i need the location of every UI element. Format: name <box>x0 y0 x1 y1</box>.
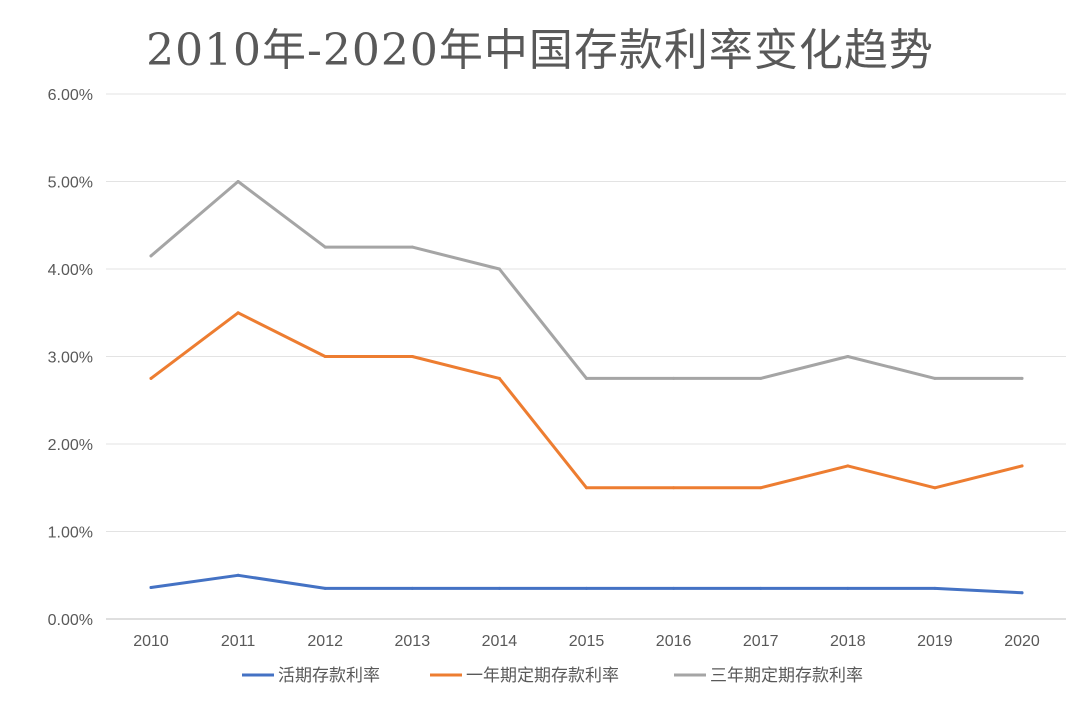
series-1 <box>149 573 1024 595</box>
y-tick-label: 2.00% <box>48 437 93 454</box>
gridlines <box>106 93 1066 620</box>
data-point <box>410 355 414 358</box>
x-axis-ticks: 2010 2011 2012 2013 2014 2015 2016 2017 2018 2019… <box>133 633 1040 650</box>
series-3 <box>149 180 1024 380</box>
data-point <box>933 486 937 490</box>
chart-title: 2010年-2020年中国存款利率变化趋势 <box>146 25 934 76</box>
data-point <box>323 245 327 249</box>
y-tick-label: 1.00% <box>48 525 93 542</box>
data-point <box>672 486 676 490</box>
data-point <box>497 267 501 271</box>
data-point <box>149 254 153 258</box>
x-tick-label: 2012 <box>307 633 343 650</box>
data-point <box>497 586 501 590</box>
data-point <box>236 311 240 315</box>
legend: 活期存款利率 一年期定期存款利率 三年期定期存款利率 <box>242 666 863 686</box>
data-point <box>933 586 937 590</box>
series-lines <box>149 180 1024 595</box>
y-tick-label: 4.00% <box>48 262 93 279</box>
data-point <box>323 355 327 358</box>
data-point <box>1020 376 1024 380</box>
y-tick-label: 3.00% <box>48 350 93 367</box>
series-line <box>149 180 1024 380</box>
series-2 <box>149 311 1024 490</box>
legend-label: 三年期定期存款利率 <box>710 666 863 686</box>
x-tick-label: 2018 <box>830 633 866 650</box>
data-point <box>236 573 240 577</box>
data-point <box>585 376 588 380</box>
data-point <box>323 586 327 590</box>
data-point <box>759 586 763 590</box>
y-tick-label: 0.00% <box>48 612 93 629</box>
series-line <box>149 573 1024 595</box>
x-tick-label: 2017 <box>743 633 779 650</box>
legend-label: 活期存款利率 <box>278 666 380 686</box>
x-tick-label: 2016 <box>656 633 692 650</box>
series-line <box>149 311 1024 490</box>
data-point <box>236 180 240 183</box>
legend-item: 一年期定期存款利率 <box>430 666 619 686</box>
data-point <box>1020 464 1024 468</box>
x-tick-label: 2020 <box>1004 633 1040 650</box>
data-point <box>149 586 153 589</box>
data-point <box>759 486 763 490</box>
data-point <box>672 586 676 590</box>
data-point <box>149 376 153 380</box>
y-tick-label: 6.00% <box>48 87 93 104</box>
data-point <box>410 245 414 249</box>
legend-item: 活期存款利率 <box>242 666 380 686</box>
y-tick-label: 5.00% <box>48 175 93 192</box>
x-tick-label: 2013 <box>395 633 431 650</box>
data-point <box>846 586 850 590</box>
data-point <box>672 376 676 380</box>
data-point <box>759 376 763 380</box>
data-point <box>497 376 501 380</box>
x-tick-label: 2019 <box>917 633 953 650</box>
data-point <box>410 586 414 590</box>
x-tick-label: 2011 <box>221 633 256 650</box>
x-tick-label: 2014 <box>482 633 518 650</box>
data-point <box>846 355 850 358</box>
data-point <box>1020 591 1024 595</box>
data-point <box>933 376 937 380</box>
data-point <box>585 586 588 590</box>
legend-item: 三年期定期存款利率 <box>674 666 863 686</box>
legend-label: 一年期定期存款利率 <box>466 666 619 686</box>
data-point <box>846 464 850 468</box>
x-tick-label: 2015 <box>569 633 605 650</box>
x-tick-label: 2010 <box>133 633 169 650</box>
data-point <box>585 486 588 490</box>
y-axis-ticks: 0.00% 1.00% 2.00% 3.00% 4.00% 5.00% 6.00% <box>48 87 93 629</box>
